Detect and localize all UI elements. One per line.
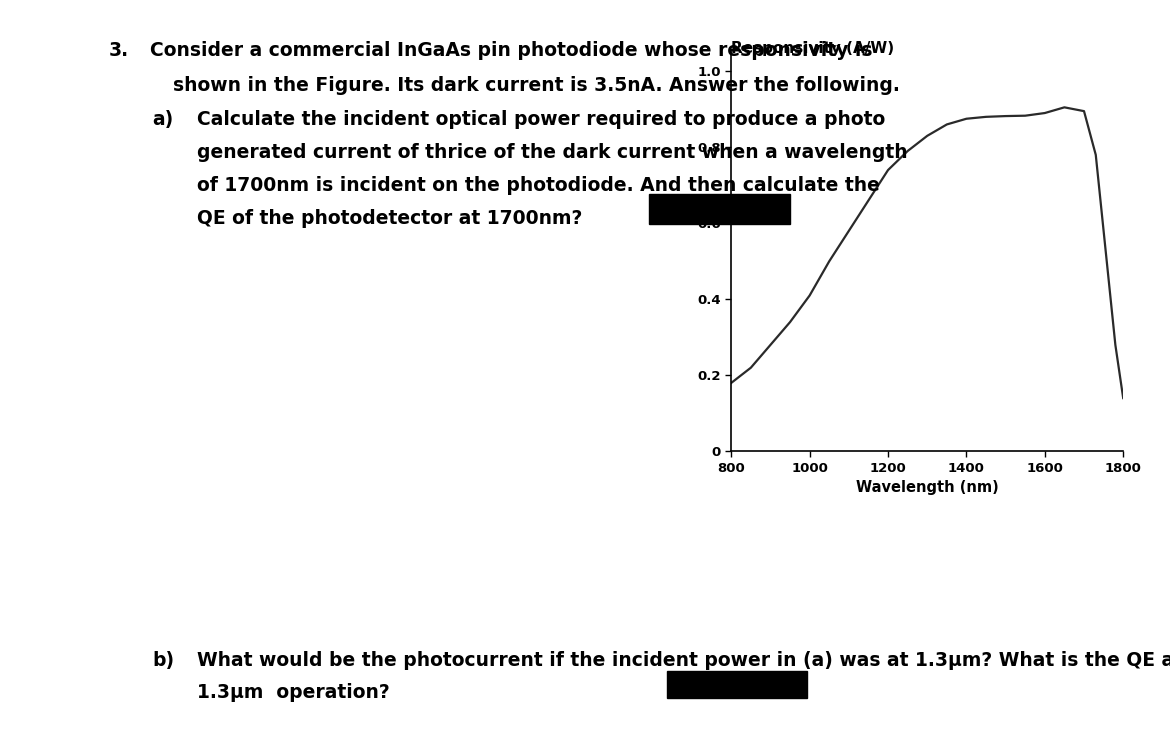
Text: Calculate the incident optical power required to produce a photo: Calculate the incident optical power req…	[197, 110, 885, 129]
Text: 1.3μm  operation?: 1.3μm operation?	[197, 683, 390, 702]
X-axis label: Wavelength (nm): Wavelength (nm)	[855, 480, 999, 495]
Text: Responsivity (A/W): Responsivity (A/W)	[731, 41, 894, 56]
Text: shown in the Figure. Its dark current is 3.5nA. Answer the following.: shown in the Figure. Its dark current is…	[173, 76, 900, 95]
Bar	[649, 194, 790, 224]
Text: a): a)	[152, 110, 173, 129]
Text: 3.: 3.	[109, 41, 129, 60]
Bar	[667, 671, 807, 698]
Text: of 1700nm is incident on the photodiode. And then calculate the: of 1700nm is incident on the photodiode.…	[197, 176, 880, 195]
Text: generated current of thrice of the dark current when a wavelength: generated current of thrice of the dark …	[197, 143, 907, 162]
Text: b): b)	[152, 651, 174, 669]
Text: QE of the photodetector at 1700nm?: QE of the photodetector at 1700nm?	[197, 209, 581, 228]
Text: What would be the photocurrent if the incident power in (a) was at 1.3μm? What i: What would be the photocurrent if the in…	[197, 651, 1170, 669]
Text: Consider a commercial InGaAs pin photodiode whose responsivity is: Consider a commercial InGaAs pin photodi…	[150, 41, 873, 60]
